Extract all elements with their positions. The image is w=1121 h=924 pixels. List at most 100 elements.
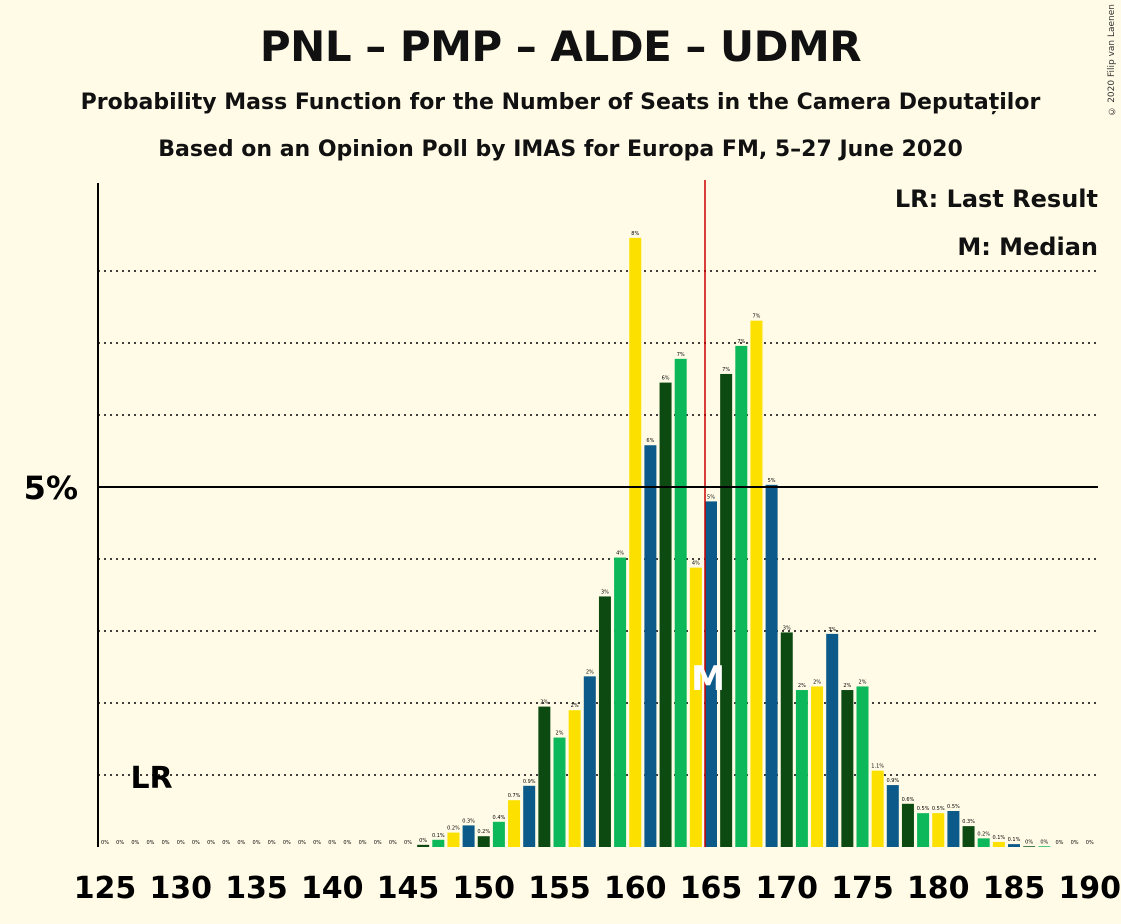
bar-label: 0% — [131, 840, 139, 846]
bar — [553, 737, 566, 847]
bar — [432, 839, 445, 847]
bar — [1038, 846, 1051, 847]
bar-label: 2% — [843, 683, 851, 689]
bar-label: 0% — [101, 840, 109, 846]
bar-label: 0.9% — [523, 779, 536, 785]
bar — [568, 710, 581, 847]
bar-label: 7% — [752, 314, 760, 320]
bar-label: 0.5% — [917, 806, 930, 812]
bar-label: 0.4% — [493, 815, 506, 821]
bar — [947, 811, 960, 847]
bar-label: 0% — [283, 840, 291, 846]
bar-label: 0.1% — [992, 835, 1005, 841]
bar-label: 7% — [722, 367, 730, 373]
bar — [720, 373, 733, 847]
bar-label: 2% — [813, 679, 821, 685]
bar-label: 0.2% — [447, 826, 460, 832]
bar-label: 2% — [556, 731, 564, 737]
bar — [523, 785, 536, 847]
x-tick-label: 135 — [225, 871, 288, 906]
bar-label: 0.2% — [977, 831, 990, 837]
bar — [750, 320, 763, 847]
bar-label: 0% — [146, 840, 154, 846]
bar — [811, 686, 824, 847]
bar-label: 6% — [662, 376, 670, 382]
bar — [856, 686, 869, 847]
bar — [977, 838, 990, 847]
bar-label: 0.9% — [886, 778, 899, 784]
bar — [644, 445, 657, 847]
bar-label: 1.1% — [871, 764, 884, 770]
bar-label: 2% — [586, 669, 594, 675]
legend-last-result: LR: Last Result — [894, 185, 1098, 213]
bar — [917, 813, 930, 847]
bar-label: 0% — [359, 840, 367, 846]
bar-label: 3% — [601, 589, 609, 595]
bar — [992, 841, 1005, 847]
bar — [659, 382, 672, 847]
bar — [841, 690, 854, 847]
bar — [962, 826, 975, 847]
bar-label: 8% — [631, 231, 639, 237]
bar — [598, 596, 611, 847]
bar-label: 0% — [116, 840, 124, 846]
bar-label: 0.2% — [477, 829, 490, 835]
bar — [492, 821, 505, 847]
bar — [477, 836, 490, 847]
bar-label: 0.5% — [947, 804, 960, 810]
gridlines — [98, 270, 1098, 776]
x-tick-label: 140 — [301, 871, 364, 906]
bar-label: 0.1% — [432, 833, 445, 839]
bar-label: 0.3% — [962, 819, 975, 825]
bar-label: 0% — [389, 840, 397, 846]
bar — [538, 706, 551, 847]
chart-title: PNL – PMP – ALDE – UDMR — [259, 22, 862, 71]
x-tick-label: 175 — [831, 871, 894, 906]
chart-source-line: Based on an Opinion Poll by IMAS for Eur… — [158, 137, 963, 162]
bar — [705, 501, 717, 847]
bar-label: 0% — [328, 840, 336, 846]
chart-subtitle: Probability Mass Function for the Number… — [80, 90, 1041, 115]
x-axis-ticks: 125 130 135 140 145 150 155 160 165 170 175 180 185 1… — [74, 871, 1121, 906]
bar-label: 6% — [646, 438, 654, 444]
bar — [689, 567, 702, 847]
bar-label: 0% — [268, 840, 276, 846]
bar — [735, 345, 748, 847]
bar-label: 0% — [419, 838, 427, 844]
x-tick-label: 180 — [907, 871, 970, 906]
bar-label: 0% — [222, 840, 230, 846]
x-tick-label: 160 — [604, 871, 667, 906]
median-marker: M — [691, 659, 725, 699]
bar-label: 2% — [798, 683, 806, 689]
bar — [674, 358, 687, 847]
bar-label: 0% — [1040, 839, 1048, 845]
bar-label: 0% — [313, 840, 321, 846]
bar — [1023, 846, 1036, 847]
bar — [583, 676, 596, 847]
bar-label: 5% — [707, 494, 715, 500]
x-tick-label: 125 — [74, 871, 137, 906]
bar-label: 0% — [404, 840, 412, 846]
bar-label: 4% — [616, 551, 624, 557]
bar — [462, 825, 475, 847]
bar-label: 0% — [298, 840, 306, 846]
bar — [826, 633, 839, 847]
legend-median: M: Median — [957, 233, 1098, 261]
bar-label: 2% — [540, 700, 548, 706]
bar-label: 2% — [571, 703, 579, 709]
bar-label: 3% — [783, 625, 791, 631]
y-tick-label: 5% — [24, 469, 78, 507]
x-tick-label: 190 — [1058, 871, 1121, 906]
bar-label: 0% — [237, 840, 245, 846]
bar — [886, 785, 899, 847]
bar-labels: 0% 0% 0% 0% 0% 0% 0% 0% 0% 0% 0% 0% 0% 0% 0% 0% 0% 0% 0% 0%… — [101, 231, 1094, 846]
bar-label: 0% — [177, 840, 185, 846]
bar-label: 0% — [343, 840, 351, 846]
bar-label: 0% — [253, 840, 261, 846]
bar-label: 0% — [192, 840, 200, 846]
bar-label: 2% — [859, 679, 867, 685]
bar — [1008, 844, 1020, 847]
bar-label: 0% — [374, 840, 382, 846]
bar-label: 0% — [207, 840, 215, 846]
